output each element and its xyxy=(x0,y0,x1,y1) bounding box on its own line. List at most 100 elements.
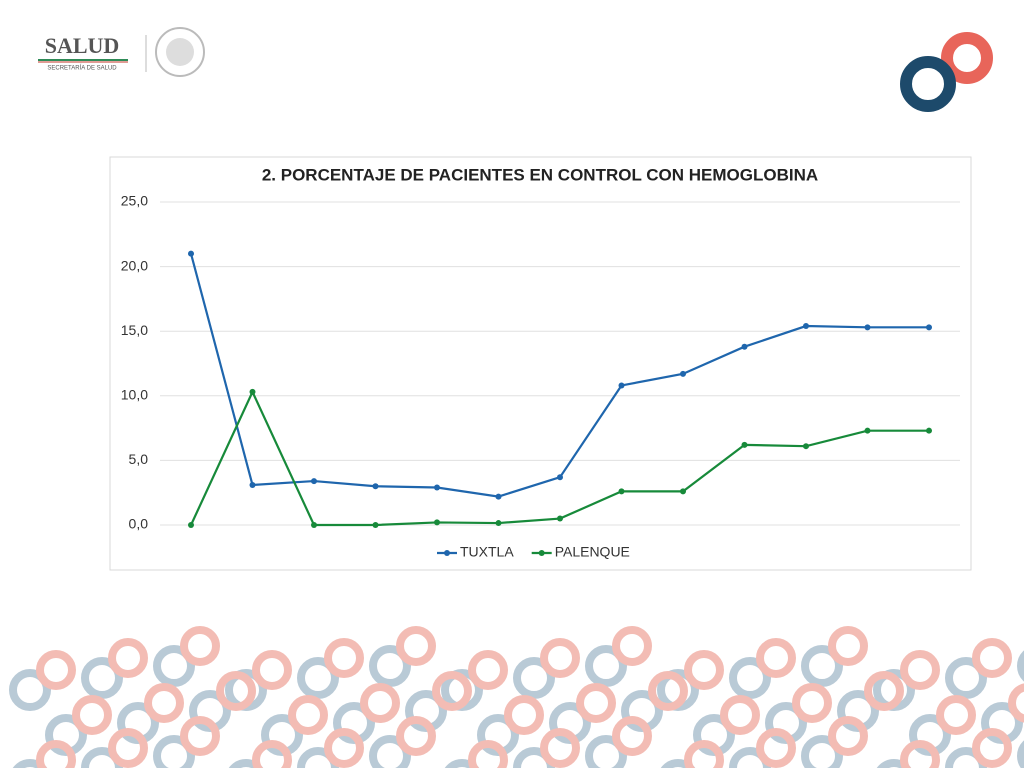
point xyxy=(926,324,932,331)
legend-label: PALENQUE xyxy=(555,544,630,560)
deco-ring xyxy=(81,657,123,699)
y-tick-label: 0,0 xyxy=(129,516,149,532)
deco-ring xyxy=(612,716,652,756)
point xyxy=(188,522,194,528)
y-tick-label: 5,0 xyxy=(129,451,149,467)
deco-ring xyxy=(513,747,555,768)
deco-ring xyxy=(1008,683,1024,723)
deco-ring xyxy=(216,671,256,711)
deco-ring xyxy=(660,759,696,768)
point xyxy=(495,493,502,500)
deco-ring xyxy=(72,695,112,735)
deco-ring xyxy=(756,638,796,678)
deco-ring xyxy=(585,735,627,768)
deco-ring xyxy=(180,626,220,666)
deco-ring xyxy=(468,740,508,768)
deco-ring xyxy=(252,740,292,768)
point xyxy=(434,519,440,526)
deco-ring xyxy=(144,683,184,723)
deco-ring xyxy=(324,638,364,678)
brand-ring xyxy=(900,56,956,112)
deco-ring xyxy=(369,735,411,768)
deco-ring xyxy=(729,747,771,768)
deco-ring xyxy=(153,735,195,768)
point xyxy=(557,474,563,481)
brand-ring xyxy=(941,32,993,84)
deco-ring xyxy=(756,728,796,768)
point xyxy=(680,370,686,377)
point xyxy=(926,427,932,434)
deco-ring xyxy=(684,650,724,690)
deco-ring xyxy=(828,626,868,666)
deco-ring xyxy=(297,657,339,699)
deco-ring xyxy=(540,728,580,768)
deco-ring xyxy=(36,740,76,768)
point xyxy=(311,522,317,528)
deco-ring xyxy=(972,728,1012,768)
deco-ring xyxy=(513,657,555,699)
plot: 0,0 5,0 10,0 15,0 20,0 25,0 TUXTLA PALENQUE xyxy=(121,193,960,560)
deco-ring xyxy=(12,759,48,768)
y-tick-label: 25,0 xyxy=(121,193,148,209)
chart-frame xyxy=(109,156,972,571)
point xyxy=(311,478,317,485)
legend-label: TUXTLA xyxy=(460,544,514,560)
y-tick-label: 20,0 xyxy=(121,257,148,273)
deco-ring xyxy=(585,645,627,687)
point xyxy=(495,520,502,527)
point xyxy=(249,481,256,488)
decoration xyxy=(9,626,1024,768)
point xyxy=(803,443,809,450)
deco-ring xyxy=(369,645,411,687)
deco-ring xyxy=(612,626,652,666)
deco-ring xyxy=(684,740,724,768)
deco-ring xyxy=(576,683,616,723)
deco-ring xyxy=(720,695,760,735)
deco-ring xyxy=(801,735,843,768)
y-tick-label: 15,0 xyxy=(121,322,148,338)
deco-ring xyxy=(801,645,843,687)
deco-ring xyxy=(1017,740,1024,768)
deco-ring xyxy=(396,716,436,756)
logo-subtext: SECRETARÍA DE SALUD xyxy=(47,65,117,72)
deco-ring xyxy=(876,759,912,768)
point xyxy=(680,488,686,495)
point xyxy=(372,483,379,490)
logo-text: SALUD xyxy=(45,33,120,58)
point xyxy=(618,488,625,495)
point xyxy=(741,441,748,448)
chart-title: 2. PORCENTAJE DE PACIENTES EN CONTROL CO… xyxy=(262,165,818,184)
deco-ring xyxy=(153,645,195,687)
point xyxy=(864,427,871,434)
deco-ring xyxy=(729,657,771,699)
deco-ring xyxy=(828,716,868,756)
seal xyxy=(166,38,194,66)
deco-ring xyxy=(324,728,364,768)
y-tick-label: 10,0 xyxy=(121,387,148,403)
deco-ring xyxy=(9,669,51,711)
deco-ring xyxy=(468,650,508,690)
deco-ring xyxy=(648,671,688,711)
deco-ring xyxy=(180,716,220,756)
deco-ring xyxy=(360,683,400,723)
deco-ring xyxy=(945,657,987,699)
point xyxy=(188,250,194,257)
deco-ring xyxy=(900,740,940,768)
deco-ring xyxy=(864,671,904,711)
deco-ring xyxy=(228,759,264,768)
point xyxy=(618,382,625,389)
deco-ring xyxy=(108,638,148,678)
deco-ring xyxy=(444,759,480,768)
deco-ring xyxy=(297,747,339,768)
deco-ring xyxy=(540,638,580,678)
deco-ring xyxy=(288,695,328,735)
seal xyxy=(155,27,205,77)
point xyxy=(557,515,563,522)
deco-ring xyxy=(900,650,940,690)
point xyxy=(372,522,379,528)
point xyxy=(434,484,440,491)
deco-ring xyxy=(396,626,436,666)
deco-ring xyxy=(936,695,976,735)
deco-ring xyxy=(252,650,292,690)
